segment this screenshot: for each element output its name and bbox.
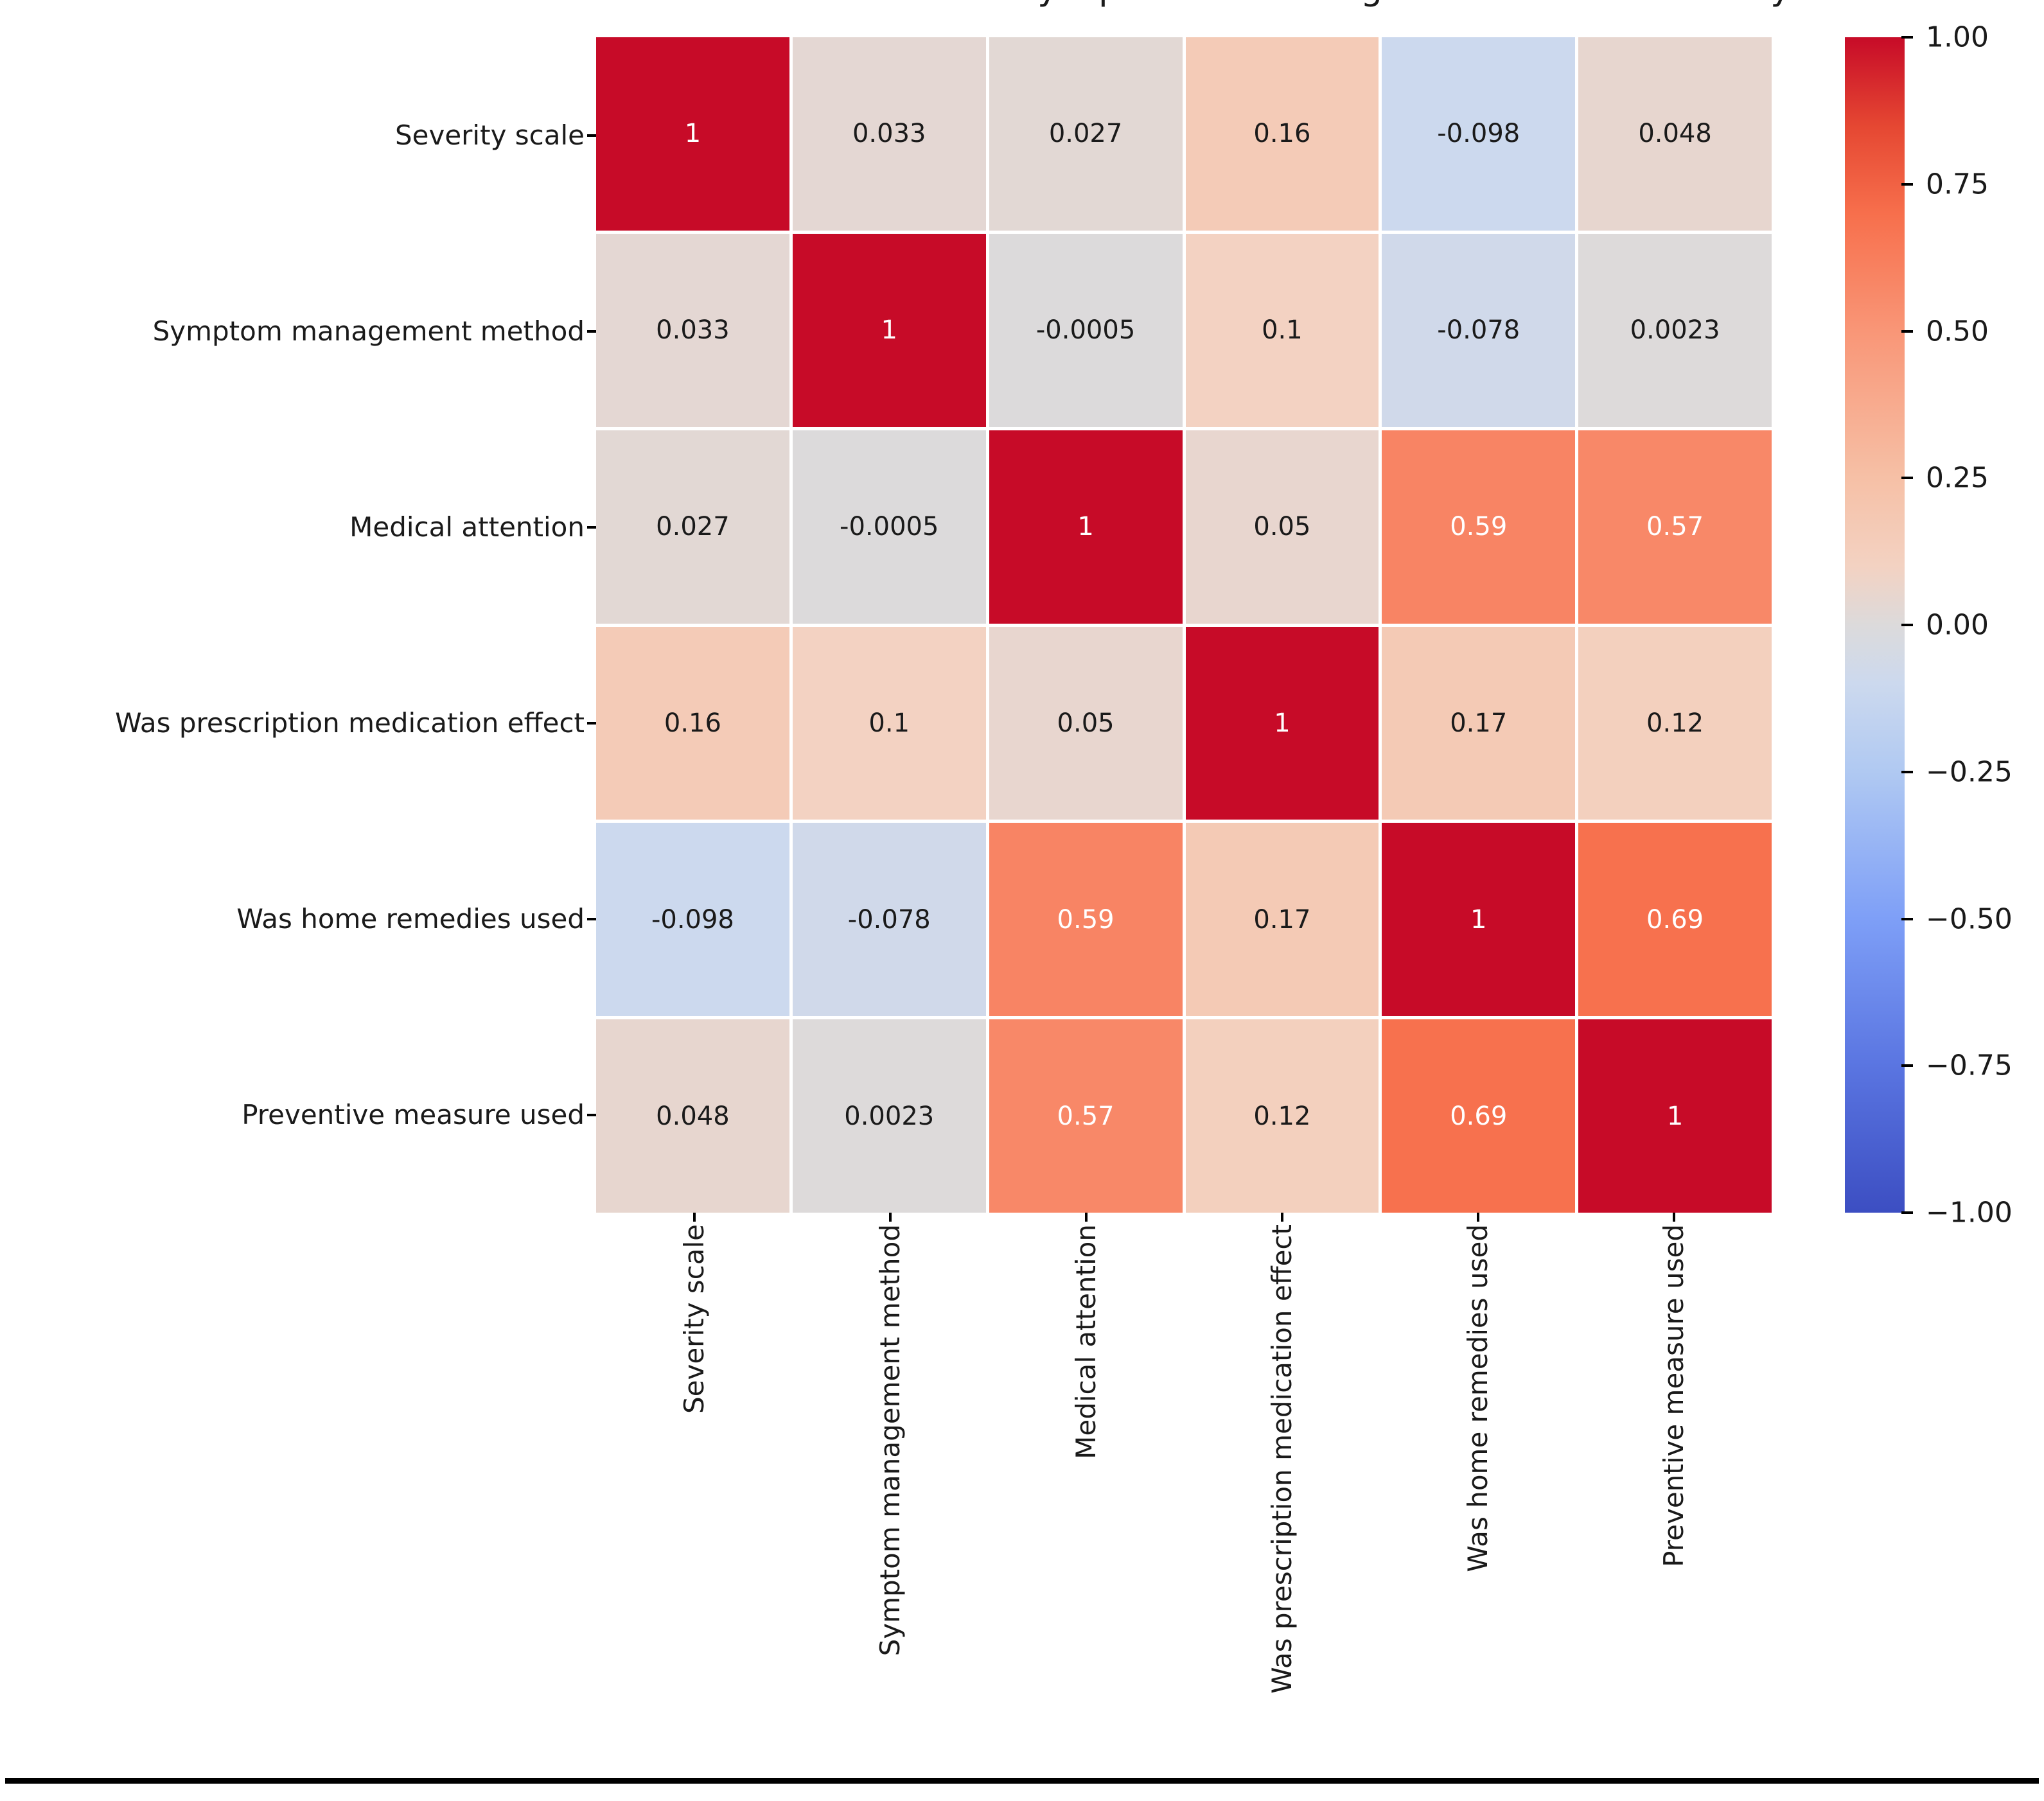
y-axis-label: Preventive measure used	[242, 1098, 585, 1130]
colorbar-tick-mark	[1901, 36, 1913, 39]
colorbar-tick-label: 0.00	[1926, 608, 1989, 642]
colorbar-tick-mark	[1901, 329, 1913, 333]
heatmap-cell: -0.0005	[792, 430, 986, 624]
heatmap-cell: 0.57	[1578, 430, 1772, 624]
y-axis-label: Symptom management method	[152, 315, 585, 347]
heatmap-cell: 0.69	[1578, 823, 1772, 1017]
heatmap-cell: 1	[596, 37, 789, 231]
y-tick-mark	[587, 721, 596, 725]
heatmap-cell: 0.0023	[792, 1019, 986, 1213]
colorbar-tick-label: 0.25	[1926, 461, 1989, 495]
y-tick-mark	[587, 329, 596, 333]
colorbar-tick-label: −1.00	[1926, 1196, 2013, 1229]
colorbar	[1845, 37, 1905, 1213]
x-tick-mark	[692, 1213, 696, 1222]
heatmap-cell: 0.12	[1578, 626, 1772, 820]
heatmap-cell: 0.0023	[1578, 233, 1772, 427]
heatmap-cell: -0.078	[792, 823, 986, 1017]
heatmap-cell: 0.1	[792, 626, 986, 820]
title-fragment: y	[1770, 0, 1791, 5]
y-tick-mark	[587, 525, 596, 529]
heatmap-cell: 0.57	[989, 1019, 1183, 1213]
y-tick-mark	[587, 134, 596, 137]
heatmap-cell: 0.59	[989, 823, 1183, 1017]
colorbar-tick-mark	[1901, 182, 1913, 186]
colorbar-tick-label: 0.50	[1926, 315, 1989, 347]
y-tick-mark	[587, 917, 596, 920]
colorbar-tick-label: −0.75	[1926, 1049, 2013, 1082]
heatmap-cell: 0.048	[596, 1019, 789, 1213]
title-fragment: y	[1037, 0, 1058, 5]
colorbar-tick-label: −0.50	[1926, 902, 2013, 935]
x-axis-label: Preventive measure used	[1657, 1224, 1689, 1567]
heatmap-cell: 0.027	[596, 430, 789, 624]
colorbar-tick-label: 1.00	[1926, 21, 1989, 54]
heatmap-cell: 0.16	[1185, 37, 1379, 231]
bottom-divider-line	[5, 1778, 2039, 1784]
heatmap-cell: 0.16	[596, 626, 789, 820]
title-fragment: p	[1098, 0, 1120, 5]
x-axis-label: Medical attention	[1070, 1224, 1102, 1459]
colorbar-tick-mark	[1901, 477, 1913, 480]
y-axis-label: Was home remedies used	[236, 902, 585, 935]
heatmap-cell: 1	[1382, 823, 1576, 1017]
heatmap-cell: 1	[792, 233, 986, 427]
heatmap-grid: 1 0.033 0.027 0.16 -0.098 0.048 0.033 1 -0.0005 0…	[596, 37, 1772, 1213]
heatmap-cell: 0.17	[1382, 626, 1576, 820]
y-tick-mark	[587, 1113, 596, 1116]
x-axis-label: Was home remedies used	[1461, 1224, 1493, 1572]
heatmap-cell: 0.05	[1185, 430, 1379, 624]
heatmap-cell: 0.17	[1185, 823, 1379, 1017]
clipped-title: ypgy	[0, 0, 2044, 27]
heatmap-cell: 0.1	[1185, 233, 1379, 427]
heatmap-cell: 0.05	[989, 626, 1183, 820]
x-axis-label: Severity scale	[678, 1224, 710, 1414]
heatmap-cell: 0.69	[1382, 1019, 1576, 1213]
colorbar-tick-mark	[1901, 1064, 1913, 1067]
heatmap-cell: 1	[1185, 626, 1379, 820]
y-axis-label: Was prescription medication effect	[115, 707, 585, 739]
heatmap-cell: -0.098	[596, 823, 789, 1017]
x-tick-mark	[1476, 1213, 1479, 1222]
colorbar-tick-mark	[1901, 1211, 1913, 1214]
heatmap-cell: 1	[989, 430, 1183, 624]
colorbar-tick-label: 0.75	[1926, 168, 1989, 201]
heatmap-cell: -0.078	[1382, 233, 1576, 427]
colorbar-gradient	[1845, 37, 1905, 1213]
heatmap-cell: 0.048	[1578, 37, 1772, 231]
heatmap-cell: 0.033	[792, 37, 986, 231]
y-axis-label: Severity scale	[394, 119, 585, 151]
x-axis-label: Was prescription medication effect	[1265, 1224, 1298, 1694]
heatmap-cell: 0.027	[989, 37, 1183, 231]
title-fragment: g	[1361, 0, 1382, 5]
heatmap-cell: 0.033	[596, 233, 789, 427]
colorbar-tick-mark	[1901, 917, 1913, 920]
x-axis-label: Symptom management method	[874, 1224, 906, 1656]
heatmap-cell: 0.12	[1185, 1019, 1379, 1213]
y-axis-label: Medical attention	[349, 511, 585, 543]
x-tick-mark	[1672, 1213, 1675, 1222]
heatmap-cell: -0.098	[1382, 37, 1576, 231]
heatmap-cell: 1	[1578, 1019, 1772, 1213]
colorbar-tick-mark	[1901, 770, 1913, 773]
x-tick-mark	[1280, 1213, 1283, 1222]
colorbar-tick-mark	[1901, 624, 1913, 626]
x-tick-mark	[888, 1213, 892, 1222]
x-tick-mark	[1084, 1213, 1088, 1222]
colorbar-tick-label: −0.25	[1926, 755, 2013, 789]
heatmap-cell: 0.59	[1382, 430, 1576, 624]
heatmap-cell: -0.0005	[989, 233, 1183, 427]
